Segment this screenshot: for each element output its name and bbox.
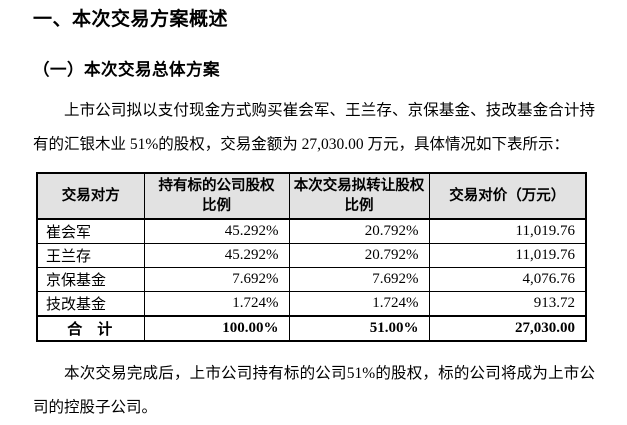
price-cell: 4,076.76 (428, 267, 587, 292)
table-row: 崔会军 45.292% 20.792% 11,019.76 (36, 218, 587, 244)
party-cell: 京保基金 (36, 267, 145, 292)
table-header-row: 交易对方 持有标的公司股权 比例 本次交易拟转让股权 比例 交易对价（万元） (36, 172, 587, 220)
table-row: 技改基金 1.724% 1.724% 913.72 (36, 291, 587, 317)
held-ratio-cell: 45.292% (143, 218, 290, 244)
price-cell: 11,019.76 (428, 218, 587, 244)
transfer-ratio-cell: 7.692% (288, 267, 430, 292)
total-label-cell: 合 计 (36, 315, 145, 342)
held-ratio-cell: 45.292% (143, 243, 290, 268)
transaction-table: 交易对方 持有标的公司股权 比例 本次交易拟转让股权 比例 交易对价（万元） 崔… (36, 172, 587, 342)
price-cell: 11,019.76 (428, 243, 587, 268)
total-price-cell: 27,030.00 (428, 315, 587, 342)
party-cell: 崔会军 (36, 218, 145, 244)
held-ratio-cell: 7.692% (143, 267, 290, 292)
section-heading: 一、本次交易方案概述 (33, 9, 229, 30)
party-cell: 技改基金 (36, 291, 145, 317)
table-row: 王兰存 45.292% 20.792% 11,019.76 (36, 243, 587, 268)
price-cell: 913.72 (428, 291, 587, 317)
table-total-row: 合 计 100.00% 51.00% 27,030.00 (36, 315, 587, 342)
transfer-ratio-cell: 20.792% (288, 218, 430, 244)
header-transfer-ratio: 本次交易拟转让股权 比例 (288, 172, 430, 220)
header-held-ratio: 持有标的公司股权 比例 (143, 172, 290, 220)
held-ratio-cell: 1.724% (143, 291, 290, 317)
intro-paragraph: 上市公司拟以支付现金方式购买崔会军、王兰存、京保基金、技改基金合计持有的汇银木业… (33, 102, 595, 153)
header-price: 交易对价（万元） (428, 172, 587, 220)
party-cell: 王兰存 (36, 243, 145, 268)
header-party: 交易对方 (36, 172, 145, 220)
transfer-ratio-cell: 1.724% (288, 291, 430, 317)
total-held-ratio-cell: 100.00% (143, 315, 290, 342)
table-row: 京保基金 7.692% 7.692% 4,076.76 (36, 267, 587, 292)
transfer-ratio-cell: 20.792% (288, 243, 430, 268)
closing-paragraph: 本次交易完成后，上市公司持有标的公司51%的股权，标的公司将成为上市公司的控股子… (33, 365, 595, 416)
total-transfer-ratio-cell: 51.00% (288, 315, 430, 342)
subsection-heading: （一）本次交易总体方案 (33, 61, 220, 79)
